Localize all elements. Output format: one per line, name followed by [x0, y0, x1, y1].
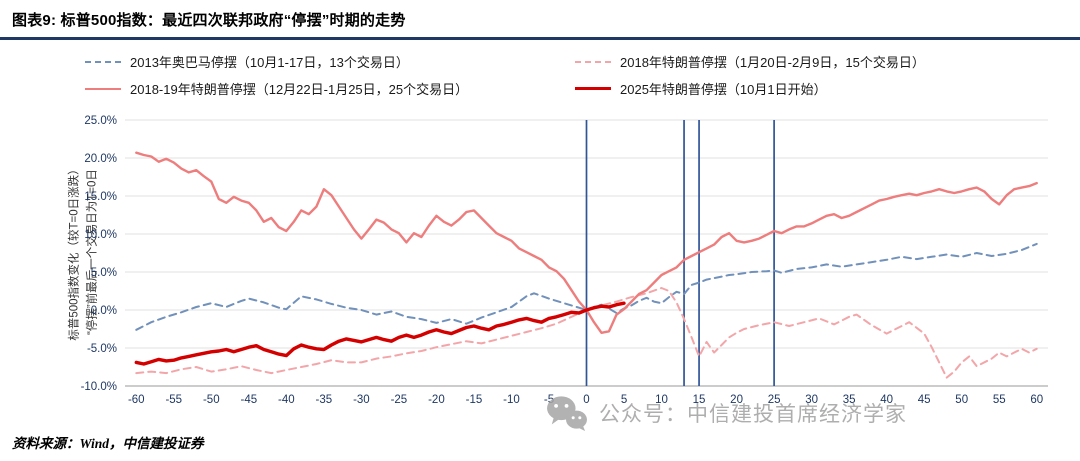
legend-label: 2018-19年特朗普停摆（12月22日-1月25日，25个交易日）: [130, 82, 469, 97]
y-tick-label: 25.0%: [84, 115, 117, 127]
x-tick-label: -15: [466, 394, 483, 406]
wechat-icon: [547, 396, 587, 432]
line-chart: 25.0%20.0%15.0%10.0%5.0%0.0%-5.0%-10.0%-…: [81, 115, 1048, 406]
x-tick-label: 30: [805, 394, 818, 406]
x-tick-label: 0: [583, 394, 589, 406]
x-tick-label: -10: [503, 394, 520, 406]
legend-label: 2013年奥巴马停摆（10月1-17日，13个交易日）: [130, 55, 409, 70]
legend-line-sample: [85, 87, 121, 90]
legend-line-sample: [575, 60, 611, 63]
x-tick-label: -25: [391, 394, 408, 406]
x-tick-label: 35: [843, 394, 856, 406]
x-tick-label: -40: [278, 394, 295, 406]
x-tick-label: -20: [428, 394, 445, 406]
x-tick-label: 55: [993, 394, 1006, 406]
x-tick-label: 10: [655, 394, 668, 406]
x-tick-label: 50: [955, 394, 968, 406]
y-tick-label: 0.0%: [91, 305, 117, 317]
x-tick-label: 25: [768, 394, 781, 406]
x-tick-label: 20: [730, 394, 743, 406]
legend-item-2018-19-trump: 2018-19年特朗普停摆（12月22日-1月25日，25个交易日）: [85, 79, 468, 98]
x-tick-label: 60: [1030, 394, 1043, 406]
legend-item-2025-trump: 2025年特朗普停摆（10月1日开始）: [575, 79, 827, 98]
series-line-2025-trump: [134, 301, 626, 366]
x-tick-label: -45: [241, 394, 258, 406]
x-tick-label: 5: [621, 394, 627, 406]
source-note: 资料来源：Wind，中信建投证券: [12, 436, 204, 451]
legend-label: 2018年特朗普停摆（1月20日-2月9日，15个交易日）: [620, 55, 925, 70]
x-tick-label: -5: [544, 394, 554, 406]
watermark: 公众号：中信建投首席经济学家: [545, 394, 907, 432]
legend-item-2013-obama: 2013年奥巴马停摆（10月1-17日，13个交易日）: [85, 52, 409, 71]
x-tick-label: -30: [353, 394, 370, 406]
y-tick-label: -10.0%: [81, 381, 117, 393]
y-tick-label: 20.0%: [84, 153, 117, 165]
y-tick-label: 5.0%: [91, 267, 117, 279]
x-tick-label: -50: [203, 394, 220, 406]
legend-line-sample: [575, 87, 611, 90]
legend-item-2018-trump: 2018年特朗普停摆（1月20日-2月9日，15个交易日）: [575, 52, 925, 71]
watermark-text: 公众号：中信建投首席经济学家: [599, 403, 907, 426]
chart-legend: 2013年奥巴马停摆（10月1-17日，13个交易日） 2018年特朗普停摆（1月…: [0, 52, 1080, 98]
x-tick-label: 45: [918, 394, 931, 406]
y-tick-label: 15.0%: [84, 191, 117, 203]
x-tick-label: 40: [880, 394, 893, 406]
y-tick-label: 10.0%: [84, 229, 117, 241]
x-tick-label: 15: [693, 394, 706, 406]
y-tick-label: -5.0%: [87, 343, 117, 355]
figure-title: 图表9: 标普500指数：最近四次联邦政府“停摆”时期的走势: [0, 0, 1080, 40]
legend-line-sample: [85, 60, 121, 63]
x-tick-label: -60: [128, 394, 145, 406]
series-line-2018-trump: [135, 287, 1038, 379]
x-tick-label: -35: [316, 394, 333, 406]
x-tick-label: -55: [165, 394, 182, 406]
legend-label: 2025年特朗普停摆（10月1日开始）: [620, 82, 827, 97]
